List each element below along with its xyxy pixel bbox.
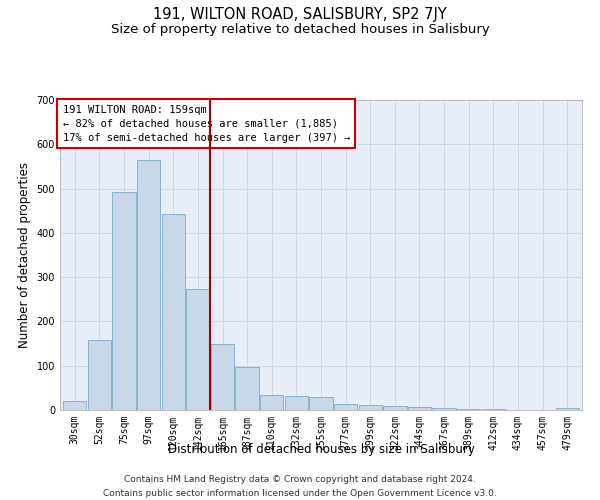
- Text: Size of property relative to detached houses in Salisbury: Size of property relative to detached ho…: [110, 22, 490, 36]
- Bar: [284, 396, 308, 410]
- Bar: [186, 289, 209, 410]
- Bar: [482, 408, 505, 410]
- Y-axis label: Number of detached properties: Number of detached properties: [18, 162, 31, 348]
- Bar: [88, 340, 111, 410]
- Bar: [383, 406, 407, 410]
- Text: 191, WILTON ROAD, SALISBURY, SP2 7JY: 191, WILTON ROAD, SALISBURY, SP2 7JY: [153, 8, 447, 22]
- Bar: [137, 160, 160, 410]
- Bar: [260, 394, 283, 410]
- Bar: [63, 401, 86, 410]
- Text: 191 WILTON ROAD: 159sqm
← 82% of detached houses are smaller (1,885)
17% of semi: 191 WILTON ROAD: 159sqm ← 82% of detache…: [62, 104, 350, 142]
- Bar: [359, 404, 382, 410]
- Bar: [556, 408, 579, 410]
- Bar: [161, 214, 185, 410]
- Bar: [310, 396, 332, 410]
- Text: Contains HM Land Registry data © Crown copyright and database right 2024.
Contai: Contains HM Land Registry data © Crown c…: [103, 476, 497, 498]
- Bar: [334, 404, 358, 410]
- Text: Distribution of detached houses by size in Salisbury: Distribution of detached houses by size …: [167, 442, 475, 456]
- Bar: [457, 408, 481, 410]
- Bar: [408, 407, 431, 410]
- Bar: [211, 344, 234, 410]
- Bar: [433, 408, 456, 410]
- Bar: [112, 192, 136, 410]
- Bar: [235, 367, 259, 410]
